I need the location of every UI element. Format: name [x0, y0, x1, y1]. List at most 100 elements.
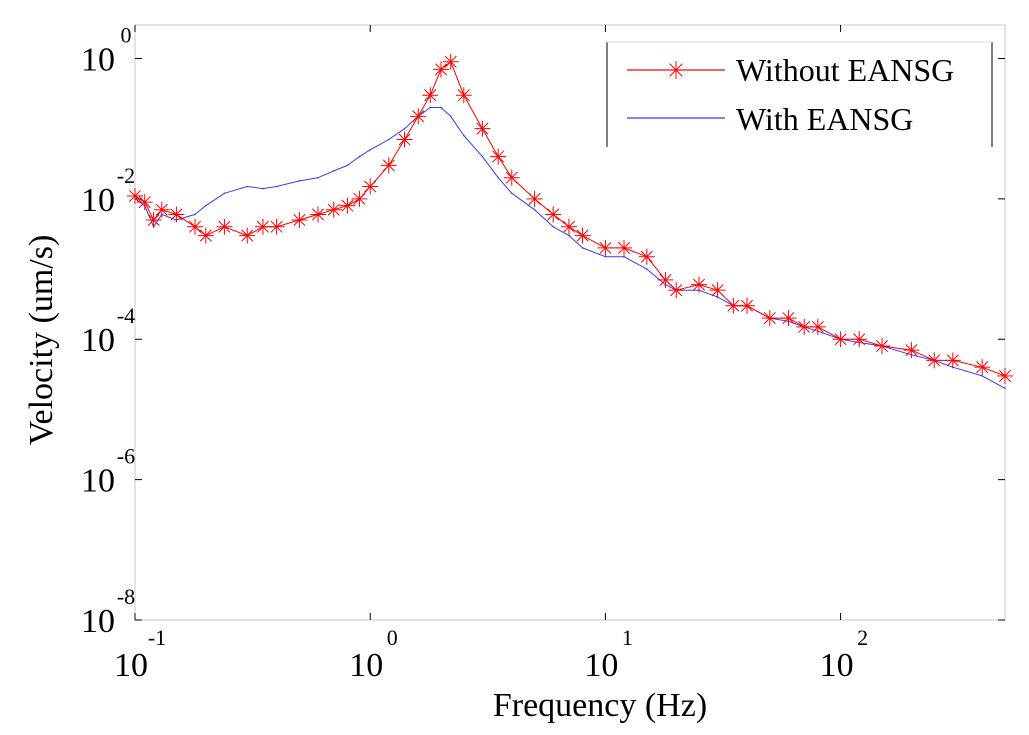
y-tick-exponent: -2 — [117, 163, 135, 188]
data-point — [646, 268, 648, 270]
y-tick-label: 10 — [81, 603, 115, 640]
data-point — [310, 206, 327, 223]
data-point — [332, 170, 335, 172]
data-point — [275, 185, 278, 188]
data-point — [216, 218, 233, 235]
data-point — [981, 375, 984, 377]
y-axis-label: Velocity (um/s) — [23, 235, 60, 446]
x-tick-label: 10 — [349, 647, 383, 684]
data-point — [246, 185, 249, 188]
data-point — [997, 367, 1013, 384]
legend: Without EANSG With EANSG — [606, 41, 993, 147]
data-point — [552, 225, 555, 228]
data-point — [433, 61, 450, 78]
data-point — [455, 87, 472, 104]
data-point — [346, 164, 349, 167]
x-tick-label: 10 — [584, 647, 618, 684]
data-point — [490, 148, 507, 165]
series-without-eansg — [127, 53, 1013, 384]
data-point — [668, 282, 685, 299]
data-point — [291, 211, 308, 228]
data-point — [254, 218, 271, 235]
data-point — [604, 255, 607, 258]
series-layer — [127, 53, 1013, 390]
data-point — [739, 297, 756, 314]
x-tick-exponent: 1 — [622, 625, 633, 650]
data-point — [380, 157, 397, 174]
x-tick-exponent: 0 — [387, 625, 398, 650]
data-point — [317, 176, 319, 179]
data-point — [194, 213, 196, 216]
data-point — [223, 192, 226, 195]
data-point — [581, 247, 584, 249]
x-tick-exponent: 2 — [857, 625, 868, 650]
data-point — [511, 192, 513, 195]
data-point — [944, 352, 961, 369]
data-point — [298, 180, 301, 182]
data-point — [449, 115, 452, 118]
data-point — [410, 108, 427, 125]
data-point — [874, 338, 891, 355]
y-tick-label: 10 — [81, 463, 115, 500]
data-point — [616, 239, 633, 256]
legend-asterisk — [667, 61, 685, 79]
data-point — [526, 190, 543, 207]
data-point — [560, 218, 577, 235]
data-point — [339, 197, 356, 214]
data-point — [597, 239, 614, 256]
data-point — [136, 194, 153, 211]
data-point — [239, 227, 256, 244]
y-tick-label: 10 — [81, 322, 115, 359]
data-point — [903, 342, 920, 359]
data-point — [369, 149, 372, 151]
data-point — [127, 187, 143, 204]
data-point — [568, 234, 570, 237]
legend-box — [607, 42, 992, 147]
data-point — [442, 53, 459, 70]
data-point — [396, 131, 413, 148]
data-point — [187, 218, 204, 235]
data-point — [623, 255, 625, 258]
data-point — [325, 201, 342, 218]
data-point — [545, 206, 562, 223]
data-point — [690, 276, 707, 293]
data-point — [832, 331, 849, 348]
x-tick-exponent: -1 — [148, 625, 166, 650]
data-point — [481, 155, 484, 158]
data-point — [403, 127, 406, 130]
series-line — [134, 107, 1006, 389]
legend-label-with-eansg: With EANSG — [736, 101, 913, 137]
data-point — [388, 138, 390, 141]
y-tick-exponent: 0 — [121, 22, 132, 47]
data-point — [1004, 387, 1006, 390]
data-point — [851, 331, 868, 348]
data-point — [809, 318, 826, 335]
data-point — [926, 352, 943, 369]
y-tick-exponent: -8 — [117, 584, 135, 609]
data-point — [503, 169, 520, 186]
legend-marker-without-eansg — [667, 61, 685, 79]
data-point — [197, 227, 214, 244]
data-point — [657, 271, 674, 288]
data-point — [145, 211, 162, 228]
data-point — [780, 310, 797, 327]
x-tick-label: 10 — [114, 647, 148, 684]
data-point — [168, 206, 185, 223]
data-point — [725, 297, 742, 314]
data-point — [362, 178, 379, 195]
x-axis-label: Frequency (Hz) — [493, 687, 707, 724]
data-point — [474, 120, 491, 137]
data-point — [440, 106, 442, 109]
data-point — [268, 218, 285, 235]
data-point — [709, 282, 726, 299]
data-point — [205, 204, 207, 207]
legend-label-without-eansg: Without EANSG — [736, 52, 954, 88]
data-point — [422, 87, 439, 104]
data-point — [761, 310, 778, 327]
data-point — [974, 359, 991, 376]
data-point — [462, 134, 465, 137]
data-point — [638, 248, 655, 265]
y-tick-exponent: -6 — [117, 444, 135, 469]
